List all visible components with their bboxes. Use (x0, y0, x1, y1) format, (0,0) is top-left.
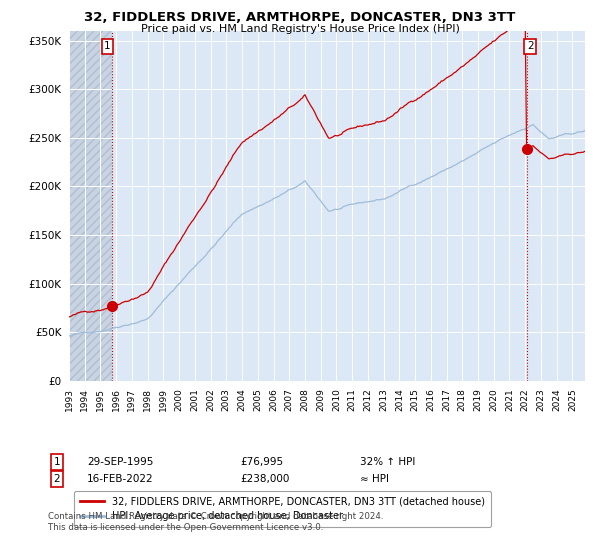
Text: 1: 1 (104, 41, 111, 52)
Text: 32% ↑ HPI: 32% ↑ HPI (360, 457, 415, 467)
Text: ≈ HPI: ≈ HPI (360, 474, 389, 484)
Text: 2: 2 (527, 41, 533, 52)
Legend: 32, FIDDLERS DRIVE, ARMTHORPE, DONCASTER, DN3 3TT (detached house), HPI: Average: 32, FIDDLERS DRIVE, ARMTHORPE, DONCASTER… (74, 491, 491, 527)
Text: Price paid vs. HM Land Registry's House Price Index (HPI): Price paid vs. HM Land Registry's House … (140, 24, 460, 34)
Text: 16-FEB-2022: 16-FEB-2022 (87, 474, 154, 484)
Text: 1: 1 (53, 457, 61, 467)
Text: Contains HM Land Registry data © Crown copyright and database right 2024.
This d: Contains HM Land Registry data © Crown c… (48, 512, 383, 532)
Bar (69, 31, 112, 381)
Text: 2: 2 (53, 474, 61, 484)
Text: 32, FIDDLERS DRIVE, ARMTHORPE, DONCASTER, DN3 3TT: 32, FIDDLERS DRIVE, ARMTHORPE, DONCASTER… (85, 11, 515, 24)
Text: £76,995: £76,995 (240, 457, 283, 467)
Text: £238,000: £238,000 (240, 474, 289, 484)
Text: 29-SEP-1995: 29-SEP-1995 (87, 457, 154, 467)
